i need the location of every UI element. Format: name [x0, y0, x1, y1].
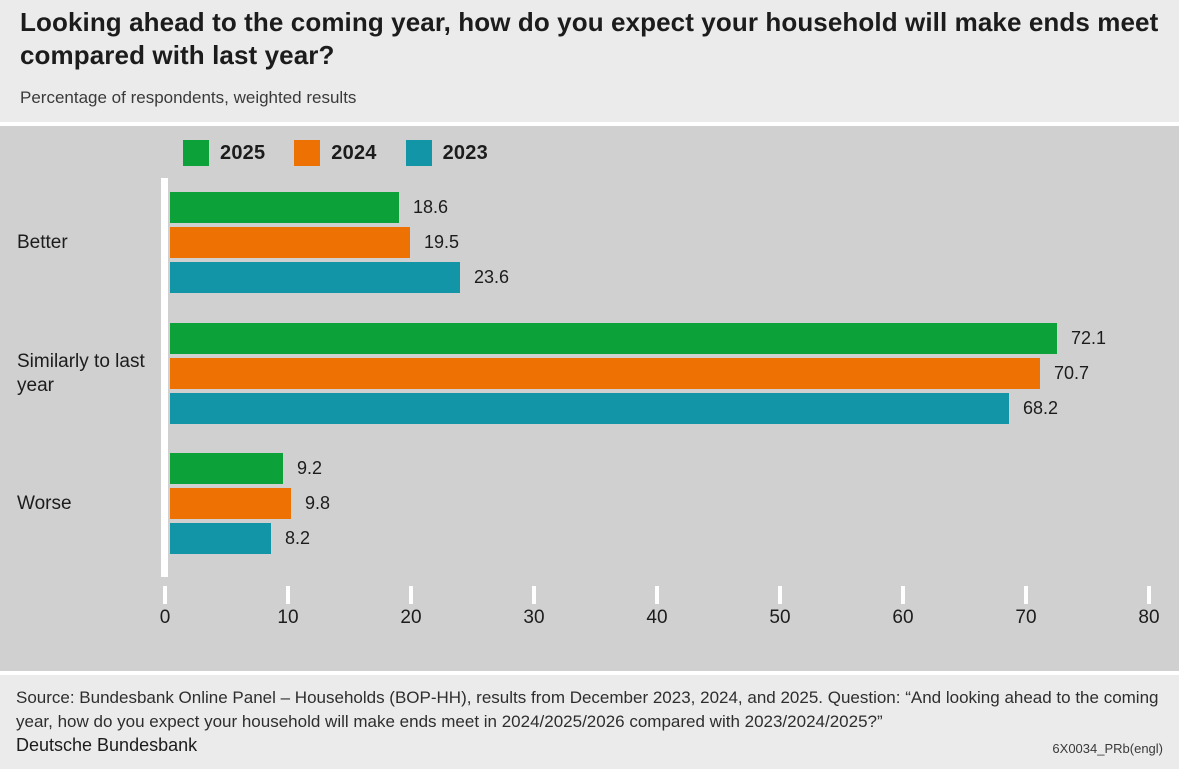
x-tick-0: [163, 586, 167, 604]
x-tick-label-20: 20: [400, 607, 422, 628]
bar-2024-better: [170, 227, 410, 258]
category-label-worse: Worse: [17, 492, 72, 514]
bar-2025-worse: [170, 453, 283, 484]
bar-value-2025-worse: 9.2: [297, 458, 323, 478]
chart-legend: 2025 2024 2023: [183, 140, 488, 166]
chart-code-label: 6X0034_PRb(engl): [1052, 741, 1163, 756]
x-tick-label-50: 50: [769, 607, 791, 628]
bar-value-2025-better: 18.6: [413, 197, 449, 217]
chart-title: Looking ahead to the coming year, how do…: [20, 7, 1159, 70]
bar-value-2025-similarly-to-last-year: 72.1: [1071, 328, 1107, 348]
bar-2025-better: [170, 192, 399, 223]
bar-value-2024-better: 19.5: [424, 232, 460, 252]
chart-header: Looking ahead to the coming year, how do…: [0, 0, 1179, 122]
x-tick-label-30: 30: [523, 607, 545, 628]
x-tick-50: [778, 586, 782, 604]
bar-2024-similarly-to-last-year: [170, 358, 1040, 389]
bar-2024-worse: [170, 488, 291, 519]
legend-label-2024: 2024: [331, 141, 377, 164]
legend-item-2024: 2024: [294, 140, 376, 166]
legend-label-2025: 2025: [220, 141, 266, 164]
bar-value-2024-similarly-to-last-year: 70.7: [1054, 363, 1090, 383]
legend-swatch-2025: [183, 140, 209, 166]
source-note: Source: Bundesbank Online Panel – Househ…: [16, 688, 1159, 731]
bar-value-2023-worse: 8.2: [285, 528, 311, 548]
x-tick-label-70: 70: [1015, 607, 1037, 628]
x-tick-label-0: 0: [159, 607, 171, 628]
bar-value-2023-better: 23.6: [474, 267, 510, 287]
bar-value-2024-worse: 9.8: [305, 493, 331, 513]
x-tick-label-40: 40: [646, 607, 668, 628]
x-tick-label-80: 80: [1138, 607, 1160, 628]
bar-value-2023-similarly-to-last-year: 68.2: [1023, 398, 1059, 418]
publisher-label: Deutsche Bundesbank: [16, 735, 198, 755]
x-tick-label-10: 10: [277, 607, 299, 628]
category-label-better: Better: [17, 231, 68, 253]
legend-swatch-2023: [405, 140, 432, 166]
legend-item-2025: 2025: [183, 140, 265, 166]
legend-label-2023: 2023: [442, 141, 488, 164]
x-tick-60: [901, 586, 905, 604]
chart-footer: Source: Bundesbank Online Panel – Househ…: [0, 675, 1179, 769]
x-tick-20: [409, 586, 413, 604]
x-tick-30: [532, 586, 536, 604]
chart-subtitle: Percentage of respondents, weighted resu…: [20, 88, 357, 107]
y-axis-line: [161, 178, 168, 577]
legend-item-2023: 2023: [405, 140, 488, 166]
x-tick-40: [655, 586, 659, 604]
bar-2023-similarly-to-last-year: [170, 393, 1009, 424]
legend-swatch-2024: [294, 140, 321, 166]
x-tick-label-60: 60: [892, 607, 914, 628]
bar-2023-better: [170, 262, 460, 293]
x-tick-80: [1147, 586, 1151, 604]
bar-2023-worse: [170, 523, 271, 554]
bar-2025-similarly-to-last-year: [170, 323, 1057, 354]
x-tick-70: [1024, 586, 1028, 604]
x-tick-10: [286, 586, 290, 604]
chart-area: 2025 2024 2023 Better 18.6 19.5 23.6 Similarly…: [0, 126, 1179, 671]
category-label-similarly-to-last-year: Similarly to last year: [17, 350, 145, 396]
